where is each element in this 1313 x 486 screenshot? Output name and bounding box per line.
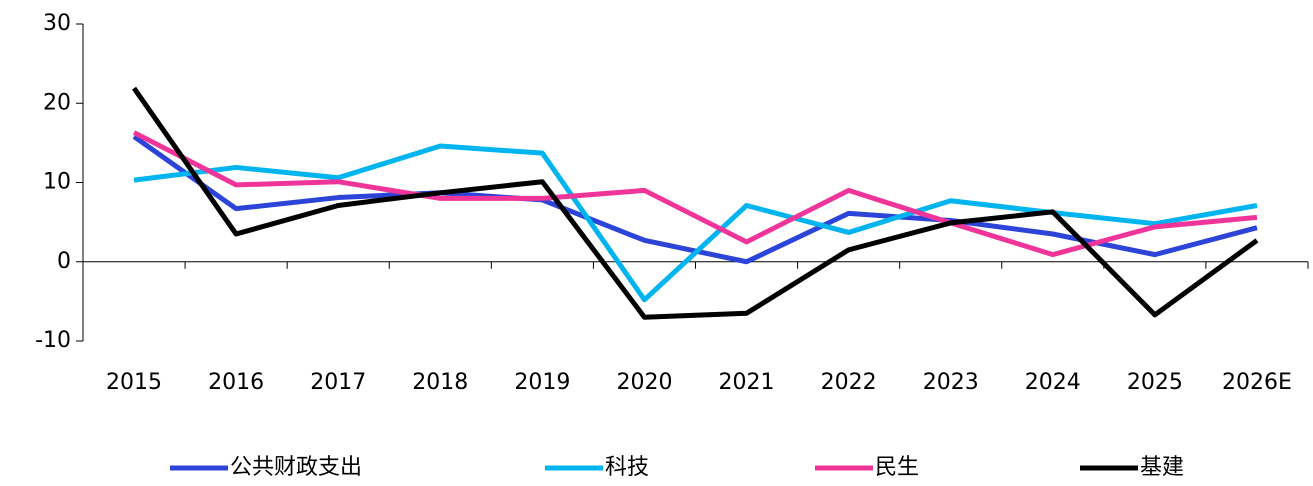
x-tick-label: 2026E bbox=[1222, 370, 1292, 395]
x-tick-label: 2017 bbox=[310, 370, 366, 395]
x-tick-label: 2021 bbox=[719, 370, 775, 395]
legend-label: 科技 bbox=[605, 455, 649, 480]
y-tick-label: 0 bbox=[57, 249, 71, 274]
legend-label: 民生 bbox=[875, 455, 919, 480]
x-tick-label: 2019 bbox=[514, 370, 570, 395]
series-line bbox=[131, 86, 1259, 320]
y-tick-label: 20 bbox=[43, 90, 71, 115]
x-tick-label: 2016 bbox=[208, 370, 264, 395]
y-tick-label: -10 bbox=[35, 328, 71, 353]
x-tick-label: 2022 bbox=[821, 370, 877, 395]
series-line bbox=[133, 143, 1258, 303]
x-tick-label: 2025 bbox=[1127, 370, 1183, 395]
legend-label: 基建 bbox=[1140, 455, 1184, 480]
legend-label: 公共财政支出 bbox=[230, 455, 362, 480]
x-tick-label: 2023 bbox=[923, 370, 979, 395]
y-tick-label: 10 bbox=[43, 170, 71, 195]
series-line bbox=[132, 130, 1258, 258]
x-tick-label: 2015 bbox=[106, 370, 162, 395]
x-tick-label: 2020 bbox=[616, 370, 672, 395]
x-tick-label: 2024 bbox=[1025, 370, 1081, 395]
x-tick-label: 2018 bbox=[412, 370, 468, 395]
y-tick-label: 30 bbox=[43, 11, 71, 36]
